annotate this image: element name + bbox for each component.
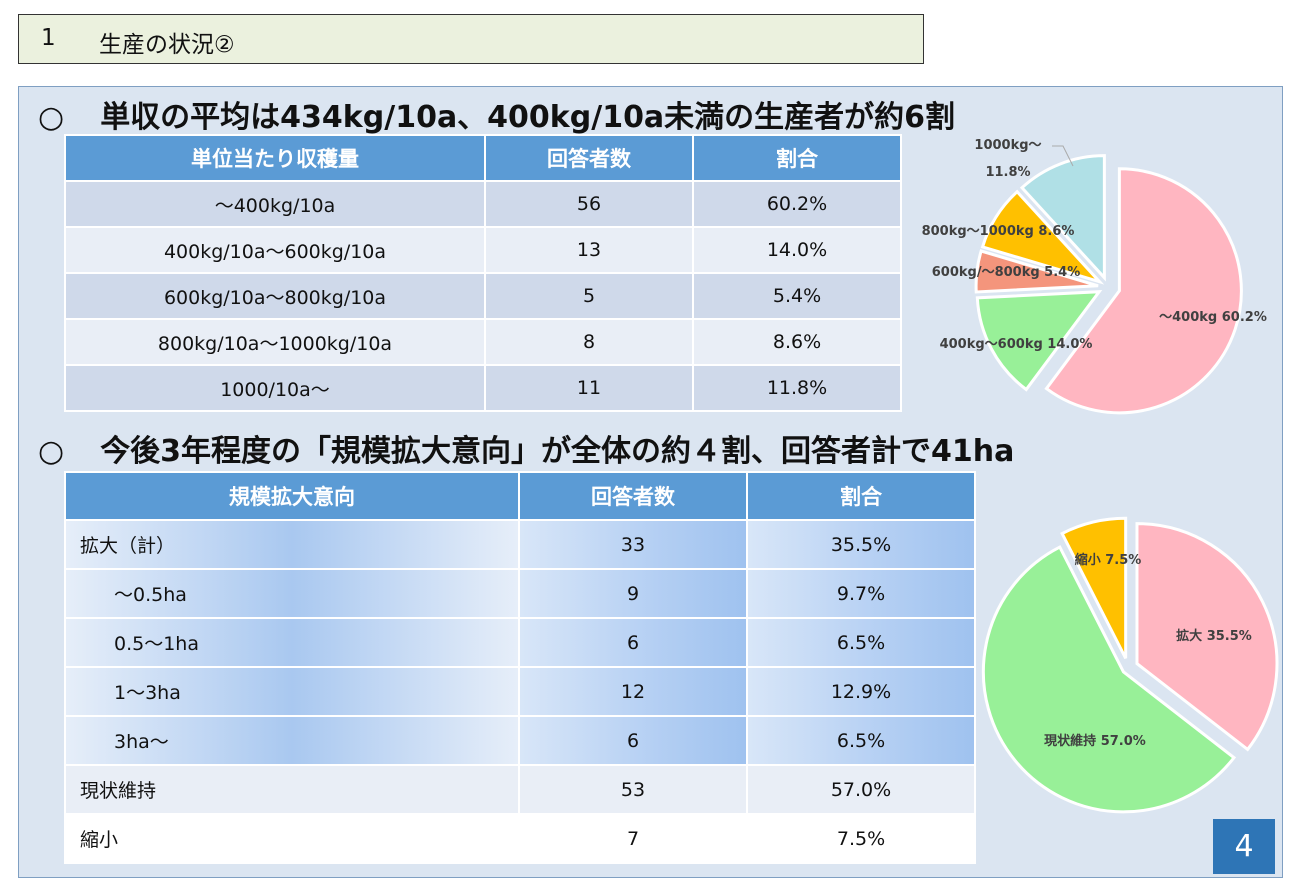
intent-cell: 拡大（計） xyxy=(64,519,520,570)
section2-heading: ○ 今後3年程度の「規模拡大意向」が全体の約４割、回答者計で41ha xyxy=(38,426,1014,470)
count-cell: 8 xyxy=(484,318,694,366)
intent-cell: 縮小 xyxy=(64,813,520,864)
ratio-cell: 14.0% xyxy=(692,226,902,274)
ratio-cell: 12.9% xyxy=(746,666,976,717)
label-leader-line xyxy=(1052,145,1074,167)
table-row: 0.5～1ha 6 6.5% xyxy=(64,617,976,668)
bullet-circle: ○ xyxy=(38,434,65,469)
intent-cell: 1～3ha xyxy=(64,666,520,717)
table-row: 拡大（計） 33 35.5% xyxy=(64,519,976,570)
section1-heading-text: 単収の平均は434kg/10a、400kg/10a未満の生産者が約6割 xyxy=(100,100,956,135)
respondents-header: 回答者数 xyxy=(518,471,748,521)
ratio-header: 割合 xyxy=(746,471,976,521)
title-text: 生産の状況② xyxy=(99,32,235,58)
intent-cell: 現状維持 xyxy=(64,764,520,815)
count-cell: 6 xyxy=(518,617,748,668)
pie-slice xyxy=(981,545,1237,814)
pie-label: ～400kg 60.2% xyxy=(1159,310,1267,325)
ratio-cell: 11.8% xyxy=(692,364,902,412)
table-row: 3ha～ 6 6.5% xyxy=(64,715,976,766)
pie-slice xyxy=(975,290,1103,392)
count-cell: 33 xyxy=(518,519,748,570)
table-row: 400kg/10a～600kg/10a 13 14.0% xyxy=(64,226,902,274)
table-row: 1～3ha 12 12.9% xyxy=(64,666,976,717)
pie-label: 400kg～600kg 14.0% xyxy=(940,337,1093,352)
intent-header: 規模拡大意向 xyxy=(64,471,520,521)
ratio-cell: 8.6% xyxy=(692,318,902,366)
yield-cell: 1000/10a～ xyxy=(64,364,486,412)
pie-slice xyxy=(1019,154,1106,282)
pie-label: 1000kg～ xyxy=(974,138,1041,153)
count-cell: 11 xyxy=(484,364,694,412)
ratio-cell: 57.0% xyxy=(746,764,976,815)
count-cell: 12 xyxy=(518,666,748,717)
pie-label: 800kg～1000kg 8.6% xyxy=(922,224,1075,239)
count-cell: 5 xyxy=(484,272,694,320)
table-row: ～400kg/10a 56 60.2% xyxy=(64,180,902,228)
ratio-cell: 5.4% xyxy=(692,272,902,320)
count-cell: 7 xyxy=(518,813,748,864)
ratio-header: 割合 xyxy=(692,134,902,182)
table-row: 800kg/10a～1000kg/10a 8 8.6% xyxy=(64,318,902,366)
expansion-table: 規模拡大意向 回答者数 割合 拡大（計） 33 35.5% ～0.5ha 9 9… xyxy=(64,471,976,864)
pie-label: 11.8% xyxy=(985,165,1030,180)
section2-heading-text: 今後3年程度の「規模拡大意向」が全体の約４割、回答者計で41ha xyxy=(100,434,1015,469)
pie-slice xyxy=(1060,516,1128,659)
yield-table: 単位当たり収穫量 回答者数 割合 ～400kg/10a 56 60.2% 400… xyxy=(64,134,902,412)
count-cell: 53 xyxy=(518,764,748,815)
ratio-cell: 35.5% xyxy=(746,519,976,570)
intent-cell: ～0.5ha xyxy=(64,568,520,619)
table-row: 縮小 7 7.5% xyxy=(64,813,976,864)
page-number: 4 xyxy=(1213,819,1275,874)
title-number: 1 xyxy=(41,25,56,51)
pie-label: 600kg/～800kg 5.4% xyxy=(932,265,1081,280)
bullet-circle: ○ xyxy=(38,100,65,135)
pie-label: 現状維持 57.0% xyxy=(1044,733,1146,749)
ratio-cell: 9.7% xyxy=(746,568,976,619)
pie-slice xyxy=(1135,522,1279,752)
pie-slice xyxy=(980,189,1105,285)
yield-cell: 800kg/10a～1000kg/10a xyxy=(64,318,486,366)
table-row: 600kg/10a～800kg/10a 5 5.4% xyxy=(64,272,902,320)
ratio-cell: 7.5% xyxy=(746,813,976,864)
slide-title-box: 1 生産の状況② xyxy=(18,14,924,64)
count-cell: 13 xyxy=(484,226,694,274)
section1-heading: ○ 単収の平均は434kg/10a、400kg/10a未満の生産者が約6割 xyxy=(38,92,955,136)
pie-label: 拡大 35.5% xyxy=(1176,628,1252,644)
yield-cell: 600kg/10a～800kg/10a xyxy=(64,272,486,320)
pie-label: 縮小 7.5% xyxy=(1075,552,1142,568)
ratio-cell: 6.5% xyxy=(746,617,976,668)
table-row: 現状維持 53 57.0% xyxy=(64,764,976,815)
table-row: 1000/10a～ 11 11.8% xyxy=(64,364,902,412)
respondents-header: 回答者数 xyxy=(484,134,694,182)
ratio-cell: 6.5% xyxy=(746,715,976,766)
pie-slice xyxy=(1044,167,1243,415)
intent-cell: 0.5～1ha xyxy=(64,617,520,668)
count-cell: 9 xyxy=(518,568,748,619)
pie-slice xyxy=(974,249,1099,294)
yield-cell: 400kg/10a～600kg/10a xyxy=(64,226,486,274)
intent-cell: 3ha～ xyxy=(64,715,520,766)
count-cell: 6 xyxy=(518,715,748,766)
count-cell: 56 xyxy=(484,180,694,228)
yield-cell: ～400kg/10a xyxy=(64,180,486,228)
ratio-cell: 60.2% xyxy=(692,180,902,228)
yield-header: 単位当たり収穫量 xyxy=(64,134,486,182)
table-row: ～0.5ha 9 9.7% xyxy=(64,568,976,619)
